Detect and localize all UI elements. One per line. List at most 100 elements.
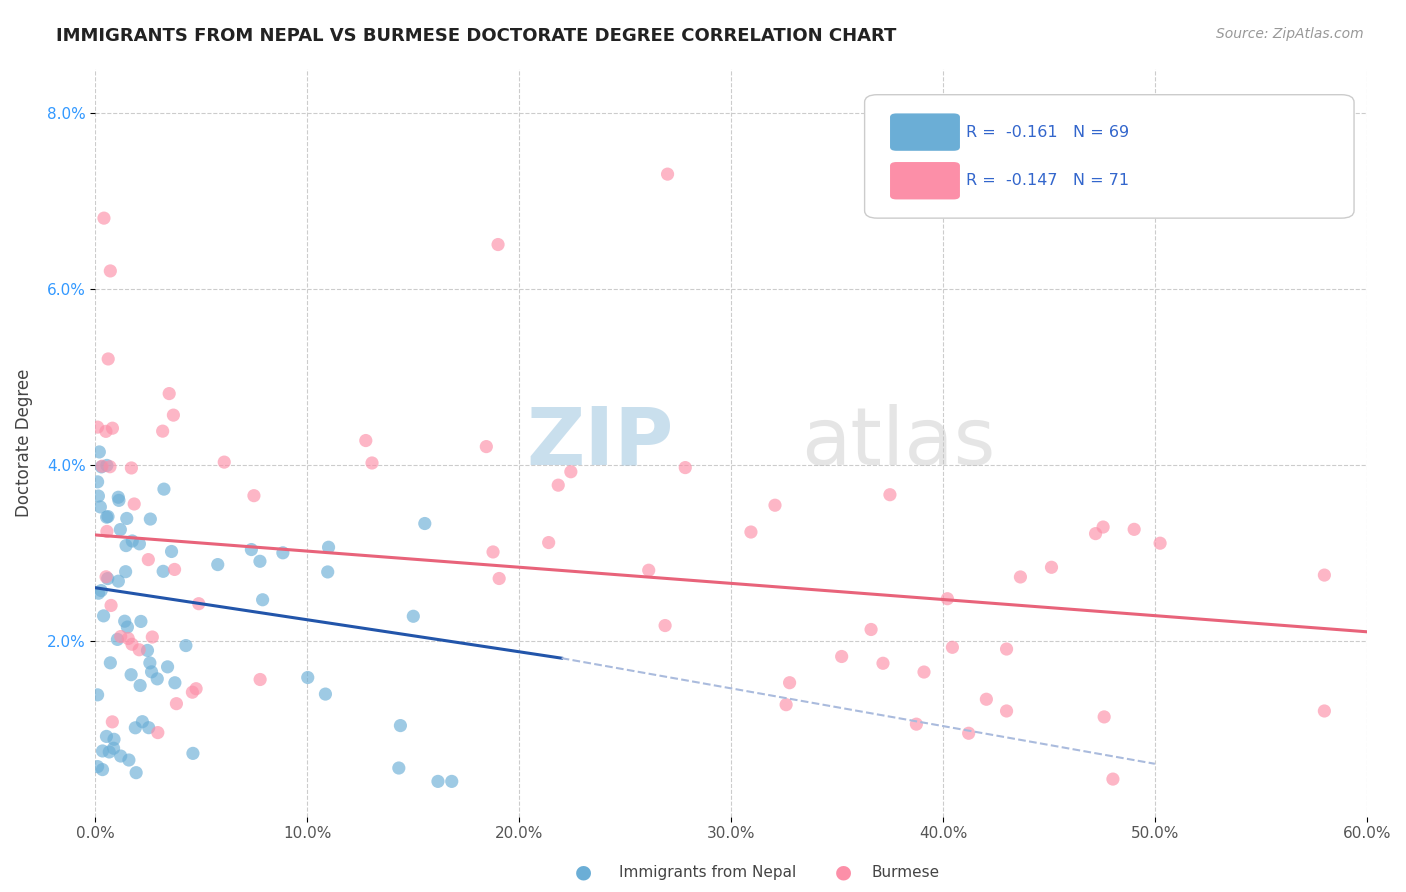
Point (141, 665, 163, 679)
Point (110, 749, 132, 764)
Point (94, 425, 117, 439)
Point (475, 440, 498, 454)
Point (402, 609, 425, 624)
Point (152, 424, 174, 438)
Point (174, 639, 197, 653)
Text: Burmese: Burmese (872, 865, 939, 880)
Point (156, 660, 179, 674)
Point (100, 599, 122, 613)
FancyBboxPatch shape (890, 162, 960, 200)
Point (249, 554, 271, 568)
Point (128, 537, 150, 551)
Point (212, 455, 235, 469)
Point (1092, 520, 1115, 534)
Point (936, 591, 959, 606)
Point (657, 167, 679, 181)
Point (118, 753, 141, 767)
Point (122, 497, 145, 511)
Point (181, 747, 204, 761)
Point (1123, 522, 1146, 536)
Point (96, 510, 118, 524)
Point (110, 630, 132, 644)
Point (482, 545, 505, 559)
Point (1092, 710, 1115, 724)
Point (740, 524, 762, 539)
Point (115, 539, 138, 553)
Text: atlas: atlas (801, 403, 995, 482)
Point (537, 535, 560, 549)
Point (86, 759, 108, 773)
Point (252, 592, 274, 607)
Point (957, 726, 980, 740)
Point (146, 672, 169, 686)
Point (941, 640, 963, 655)
Point (101, 714, 124, 729)
Point (97, 351, 120, 366)
Point (108, 493, 131, 508)
Point (90, 583, 112, 598)
Point (90, 459, 112, 474)
Point (1040, 560, 1063, 574)
Point (905, 717, 928, 731)
Point (775, 698, 797, 712)
Point (318, 540, 340, 554)
Point (152, 564, 174, 578)
Point (1084, 526, 1107, 541)
Point (872, 657, 894, 671)
Point (297, 671, 319, 685)
Point (314, 687, 336, 701)
Point (114, 614, 136, 628)
Point (114, 565, 136, 579)
Point (361, 456, 384, 470)
Point (96, 524, 118, 539)
Point (831, 649, 853, 664)
Point (763, 498, 786, 512)
Text: R =  -0.147   N = 71: R = -0.147 N = 71 (966, 173, 1129, 188)
Point (1313, 704, 1336, 718)
Point (103, 741, 125, 756)
Point (1102, 772, 1125, 786)
Point (117, 620, 139, 634)
Text: ●: ● (575, 863, 592, 882)
Point (94, 570, 117, 584)
Point (271, 546, 294, 560)
Point (440, 774, 463, 789)
Point (976, 692, 998, 706)
Point (249, 673, 271, 687)
Point (388, 761, 411, 775)
Text: ZIP: ZIP (527, 403, 673, 482)
Point (160, 544, 183, 558)
Point (110, 523, 132, 537)
Point (488, 572, 510, 586)
Point (107, 490, 129, 504)
Point (146, 725, 169, 739)
Point (912, 665, 935, 679)
Point (163, 675, 186, 690)
Point (98, 656, 121, 670)
Point (163, 562, 186, 576)
Point (779, 675, 801, 690)
Text: R =  -0.161   N = 69: R = -0.161 N = 69 (966, 125, 1129, 140)
Point (1010, 570, 1032, 584)
Point (120, 461, 142, 475)
Text: Source: ZipAtlas.com: Source: ZipAtlas.com (1216, 27, 1364, 41)
Point (86, 688, 108, 702)
Point (879, 488, 901, 502)
Point (131, 714, 153, 729)
Point (115, 511, 138, 525)
Point (125, 765, 148, 780)
Point (136, 643, 159, 657)
Point (413, 516, 436, 531)
Point (354, 434, 377, 448)
Point (120, 667, 142, 681)
Point (129, 615, 152, 629)
Point (157, 386, 180, 401)
Text: ●: ● (835, 863, 852, 882)
Point (128, 642, 150, 657)
Point (87, 489, 110, 503)
Point (141, 630, 163, 644)
Point (97, 509, 120, 524)
Point (1149, 536, 1171, 550)
Point (93, 608, 115, 623)
Text: Immigrants from Nepal: Immigrants from Nepal (619, 865, 796, 880)
